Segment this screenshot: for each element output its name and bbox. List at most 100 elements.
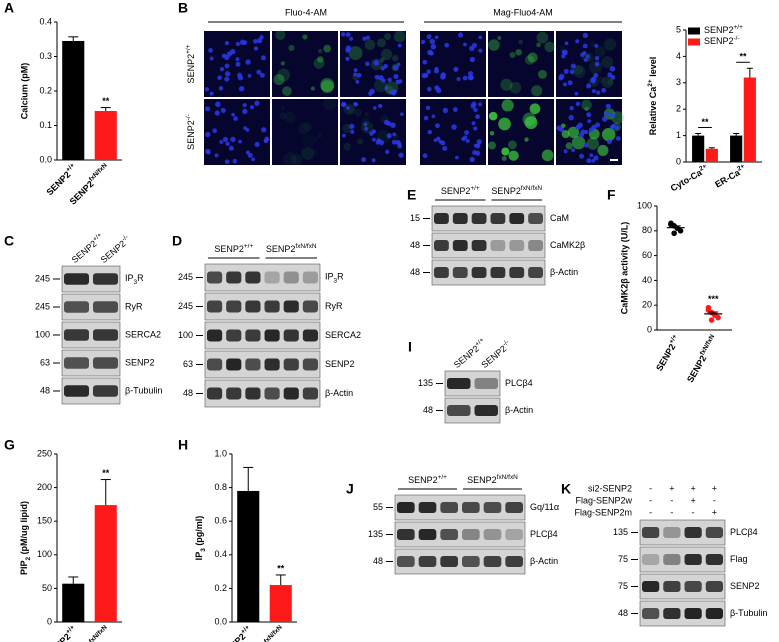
nucleus xyxy=(570,63,576,69)
mw-marker: 75 xyxy=(618,581,628,591)
nucleus xyxy=(217,75,222,81)
text-part: 2+ xyxy=(647,79,654,87)
band-label: Flag xyxy=(730,554,748,564)
green-signal xyxy=(379,57,385,63)
y-tick-label: 0 xyxy=(47,616,52,626)
nucleus xyxy=(254,141,260,148)
nucleus xyxy=(235,57,240,62)
nucleus xyxy=(440,140,446,146)
nucleus xyxy=(473,143,478,148)
band xyxy=(663,554,681,565)
bar xyxy=(743,77,756,162)
nucleus xyxy=(564,41,569,46)
text-part: 2+ xyxy=(736,163,746,173)
nucleus xyxy=(429,38,436,45)
nucleus xyxy=(205,148,211,155)
blot-strip xyxy=(204,263,321,292)
nucleus xyxy=(214,153,219,158)
green-signal xyxy=(391,54,399,62)
text-part: +/+ xyxy=(91,231,103,243)
band xyxy=(93,357,118,369)
text-part: +/+ xyxy=(64,624,76,636)
nucleus xyxy=(591,158,596,163)
mw-marker: 100 xyxy=(35,329,50,339)
micrograph xyxy=(272,31,338,97)
condition-sign: - xyxy=(713,495,716,505)
nucleus xyxy=(224,41,230,46)
band xyxy=(283,358,299,371)
panel-label: K xyxy=(561,481,571,497)
band xyxy=(505,502,523,513)
nucleus xyxy=(253,46,259,51)
nucleus xyxy=(345,45,352,51)
nucleus xyxy=(345,32,351,37)
band xyxy=(93,273,118,285)
nucleus xyxy=(205,106,210,112)
panel-label: F xyxy=(607,187,616,203)
imaging-group-label: Fluo-4-AM xyxy=(285,7,327,17)
green-signal xyxy=(323,96,337,111)
nucleus xyxy=(228,145,234,151)
nucleus xyxy=(245,128,250,132)
nucleus xyxy=(583,58,588,62)
y-tick-label: 0.4 xyxy=(39,16,52,26)
nucleus xyxy=(238,86,245,92)
nucleus xyxy=(261,127,267,133)
text-part: (pg/ml) xyxy=(194,516,204,549)
text-part: SENP2 xyxy=(214,244,244,254)
nucleus xyxy=(561,49,567,55)
green-signal xyxy=(524,116,538,130)
nucleus xyxy=(264,136,270,142)
nucleus xyxy=(579,153,585,159)
y-tick-label: 1.0 xyxy=(214,448,227,458)
lane-label: SENP2-/- xyxy=(479,339,514,371)
group-label: SENP2+/+ xyxy=(214,243,253,255)
text-part: SENP2 xyxy=(467,475,497,485)
nucleus xyxy=(558,73,565,80)
nucleus xyxy=(422,153,428,159)
nucleus xyxy=(575,39,580,44)
green-signal xyxy=(498,117,511,131)
band xyxy=(93,301,118,313)
band xyxy=(642,581,660,592)
blot-strip xyxy=(204,379,321,408)
nucleus xyxy=(346,106,350,110)
band xyxy=(705,527,723,538)
green-signal xyxy=(497,36,502,41)
band xyxy=(245,387,261,400)
panel-label: A xyxy=(4,0,14,16)
band xyxy=(302,387,318,400)
band xyxy=(434,240,449,251)
nucleus xyxy=(604,111,610,117)
band xyxy=(642,554,660,565)
band xyxy=(226,387,242,400)
band-label: IP3R xyxy=(125,273,144,285)
green-signal xyxy=(313,57,325,69)
bar xyxy=(62,40,85,160)
y-tick-label: 250 xyxy=(37,448,52,458)
nucleus xyxy=(239,39,246,45)
bar xyxy=(94,505,117,622)
mw-marker: 48 xyxy=(373,556,383,566)
nucleus xyxy=(229,48,236,55)
nucleus xyxy=(392,132,396,137)
green-signal xyxy=(501,155,507,161)
nucleus xyxy=(436,136,441,141)
green-signal xyxy=(561,130,570,139)
band xyxy=(642,608,660,619)
nucleus xyxy=(475,150,481,156)
blot-strip xyxy=(394,521,526,548)
nucleus xyxy=(387,77,392,83)
band-label: β-Actin xyxy=(505,405,533,415)
mw-marker: 135 xyxy=(418,378,433,388)
mw-marker: 245 xyxy=(178,301,193,311)
x-tick-label: SENP2+/+ xyxy=(44,162,80,198)
nucleus xyxy=(563,68,569,74)
text-part: IP xyxy=(194,552,204,561)
blot-strip xyxy=(204,350,321,379)
green-signal xyxy=(288,44,295,51)
band xyxy=(93,329,118,341)
band xyxy=(462,529,480,540)
green-signal xyxy=(280,61,285,66)
